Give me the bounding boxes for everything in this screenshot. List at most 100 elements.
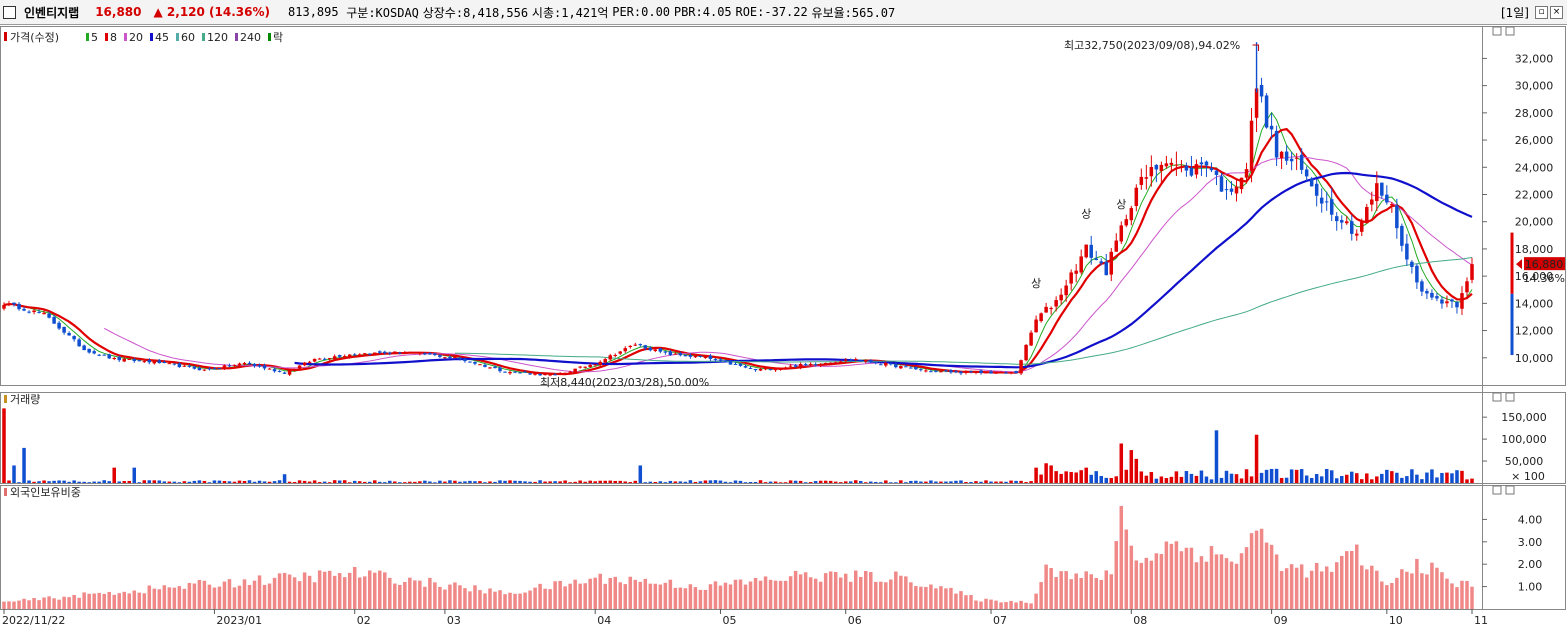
- volume-bar: [37, 481, 41, 483]
- foreign-bar: [713, 581, 718, 609]
- foreign-bar: [1149, 560, 1154, 609]
- volume-bar: [1064, 471, 1068, 483]
- foreign-bar: [112, 594, 116, 609]
- candle: [778, 367, 783, 370]
- foreign-bar: [1445, 578, 1449, 609]
- volume-bar: [939, 481, 943, 483]
- panel-close-icon[interactable]: [1505, 392, 1515, 402]
- candle: [1049, 308, 1053, 310]
- foreign-bar: [1189, 547, 1194, 609]
- candle: [1259, 84, 1264, 97]
- volume-bar: [297, 480, 302, 483]
- candle: [668, 351, 673, 355]
- volume-bar: [1274, 468, 1279, 483]
- foreign-bar: [1239, 553, 1244, 609]
- panel-restore-icon[interactable]: [1492, 26, 1502, 36]
- foreign-bar: [783, 580, 788, 609]
- candle: [82, 345, 86, 351]
- volume-bar: [833, 481, 838, 483]
- volume-bar: [1074, 472, 1078, 483]
- volume-bar: [1385, 469, 1389, 483]
- foreign-bar: [162, 585, 167, 609]
- candle: [433, 353, 437, 356]
- foreign-bar: [753, 577, 758, 609]
- candle: [1450, 299, 1454, 302]
- stock-chart[interactable]: 32,000 30,000 28,000 26,000 24,000 22,000 20,0…: [0, 24, 1567, 630]
- foreign-bar: [2, 601, 6, 609]
- foreign-bar: [964, 595, 968, 609]
- volume-bar: [929, 480, 933, 483]
- foreign-bar: [217, 586, 222, 609]
- foreign-bar: [1324, 566, 1329, 609]
- foreign-bar: [322, 571, 327, 609]
- foreign-bar: [352, 566, 357, 609]
- candle: [112, 358, 116, 360]
- volume-bar: [553, 481, 557, 483]
- candle: [72, 336, 76, 340]
- volume-bar: [493, 481, 497, 483]
- volume-bar: [57, 480, 61, 483]
- foreign-bar: [1124, 529, 1129, 609]
- panel-restore-icon[interactable]: [1492, 392, 1502, 402]
- volume-bar: [1370, 479, 1374, 483]
- candle: [1089, 244, 1093, 258]
- foreign-bar: [398, 584, 402, 609]
- volume-bar: [1184, 471, 1189, 483]
- candle: [132, 359, 137, 362]
- foreign-bar: [698, 589, 703, 609]
- foreign-bar: [1054, 577, 1058, 609]
- volume-bar: [87, 482, 91, 483]
- select-checkbox[interactable]: [3, 5, 16, 19]
- foreign-bar: [1319, 571, 1324, 609]
- candle: [788, 365, 793, 367]
- candle: [317, 358, 322, 360]
- panel-close-icon[interactable]: [1505, 26, 1515, 36]
- foreign-bar: [934, 588, 938, 609]
- candle: [1440, 299, 1444, 304]
- volume-bar: [558, 481, 562, 483]
- volume-bar: [327, 482, 332, 483]
- ma-legend-20: 20: [129, 31, 143, 44]
- ma-legend-marker: [268, 33, 271, 41]
- volume-bar: [979, 481, 983, 483]
- foreign-bar: [643, 578, 648, 609]
- foreign-bar: [518, 593, 522, 609]
- foreign-axis-label: 3.00: [1518, 536, 1543, 549]
- panel-close-icon[interactable]: [1505, 485, 1515, 495]
- candle: [1415, 265, 1419, 283]
- candle: [438, 355, 442, 357]
- candle: [588, 364, 592, 367]
- foreign-bar: [12, 601, 16, 609]
- volume-bar: [959, 480, 963, 483]
- foreign-axis-label: 4.00: [1518, 513, 1543, 526]
- candle: [508, 371, 512, 374]
- candle: [528, 373, 532, 375]
- price-axis-label: 30,000: [1515, 80, 1554, 93]
- volume-panel-frame: [0, 392, 1566, 484]
- candle: [813, 364, 818, 366]
- volume-bar: [613, 480, 618, 483]
- volume-bar: [738, 480, 743, 483]
- candle: [1314, 183, 1319, 196]
- foreign-bar: [347, 572, 352, 609]
- panel-restore-icon[interactable]: [1492, 485, 1502, 495]
- foreign-bar: [342, 577, 347, 609]
- candle: [443, 357, 447, 359]
- foreign-bar: [1395, 577, 1399, 609]
- foreign-bar: [919, 586, 923, 609]
- volume-bar: [793, 480, 798, 483]
- volume-bar: [378, 481, 382, 483]
- period-selector[interactable]: [1일]: [1500, 6, 1529, 20]
- foreign-bar: [1244, 547, 1249, 609]
- foreign-bar: [1084, 571, 1088, 609]
- volume-bar: [954, 480, 958, 483]
- foreign-bar: [688, 584, 693, 609]
- volume-bar: [518, 480, 522, 483]
- close-icon[interactable]: ×: [1550, 6, 1563, 19]
- foreign-bar: [297, 581, 302, 609]
- candle: [47, 313, 51, 318]
- restore-icon[interactable]: ▫: [1535, 6, 1548, 19]
- candle: [934, 370, 938, 372]
- volume-bar: [588, 480, 592, 483]
- candle: [1079, 256, 1083, 273]
